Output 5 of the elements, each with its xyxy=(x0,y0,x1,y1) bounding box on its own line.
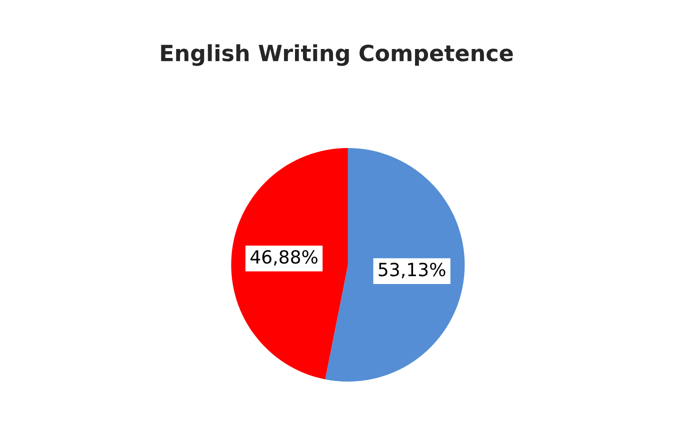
pie-slice xyxy=(325,148,465,382)
data-label: 46,88% xyxy=(250,250,318,266)
pie-slice xyxy=(231,148,348,380)
chart-title: English Writing Competence xyxy=(161,44,513,66)
data-label: 53,13% xyxy=(378,262,446,278)
